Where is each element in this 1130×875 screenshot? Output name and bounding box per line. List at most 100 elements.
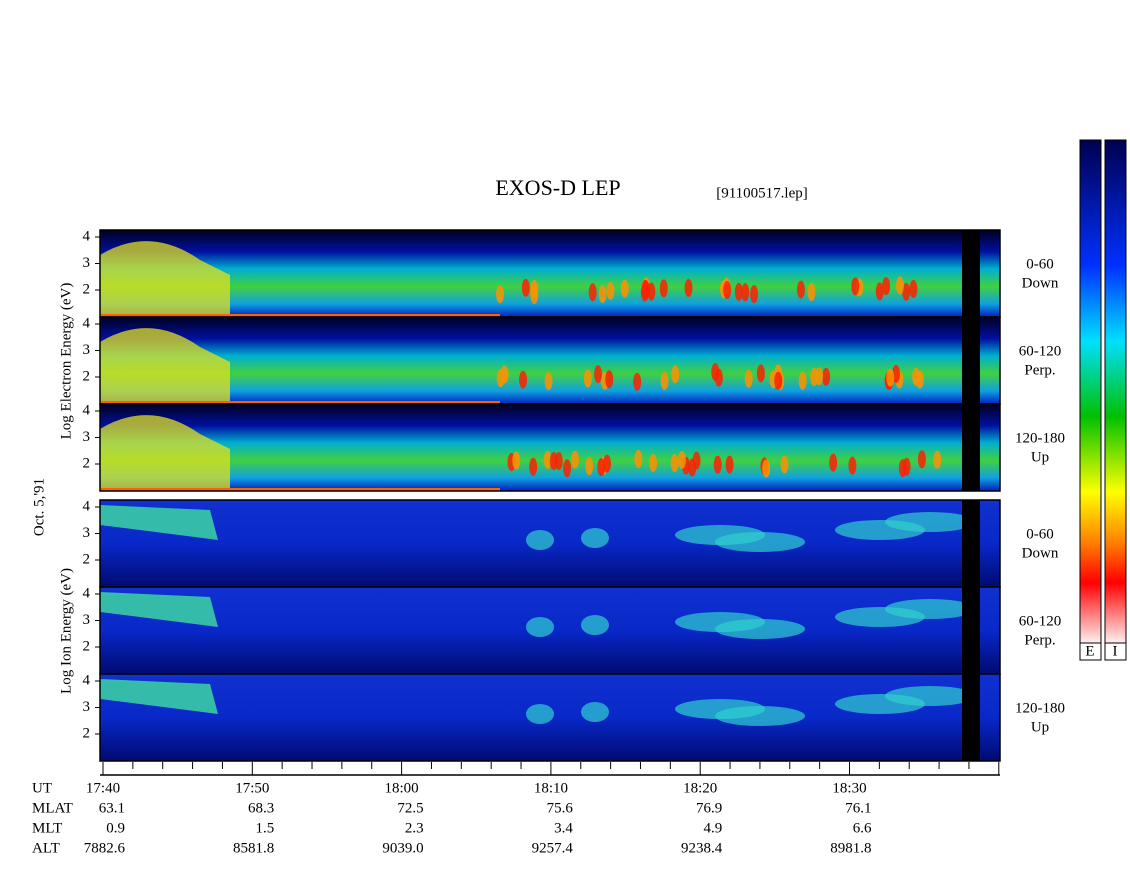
ephemeris-value: 17:40 (86, 780, 120, 796)
spectrogram-feature (902, 282, 911, 301)
ephemeris-value: 0.9 (106, 820, 125, 836)
spectrogram-feature (606, 281, 615, 300)
spectrogram-feature (875, 282, 884, 301)
spectrogram-feature (750, 285, 759, 304)
direction-label: Down (1022, 545, 1059, 561)
y-tick-label: 3 (83, 699, 91, 715)
ephemeris-value: 18:10 (534, 780, 568, 796)
spectrogram-feature (526, 704, 554, 724)
spectrogram-feature (885, 599, 975, 619)
spectrogram-feature (100, 679, 218, 714)
y-tick-label: 4 (83, 585, 91, 601)
spectrogram-feature (496, 285, 505, 304)
spectrogram-feature (649, 454, 658, 473)
data-gap (962, 587, 980, 674)
ephemeris-value: 8581.8 (233, 840, 274, 856)
spectrogram-feature (851, 277, 860, 296)
colorbar-label: I (1113, 643, 1118, 659)
spectrogram-feature (815, 367, 824, 386)
y-tick-label: 4 (83, 228, 91, 244)
spectrogram-feature (725, 455, 734, 474)
spectrogram-feature (715, 532, 805, 552)
spectrogram-feature (895, 276, 904, 295)
colorbar-label: E (1085, 643, 1094, 659)
spectrogram (100, 404, 1000, 491)
spectrogram-feature (581, 702, 609, 722)
spectrogram-feature (829, 453, 838, 472)
spectrogram-feature (100, 401, 500, 404)
spectrogram-feature (684, 278, 693, 297)
panel-frame (99, 673, 1001, 762)
spectrogram-feature (659, 279, 668, 298)
spectrogram-feature (670, 454, 679, 473)
ephemeris-value: 1.5 (256, 820, 275, 836)
angle-label: 120-180 (1015, 430, 1065, 446)
spectrogram-feature (585, 457, 594, 476)
spectrogram (100, 317, 1000, 404)
ephemeris-label: ALT (32, 840, 60, 856)
ephemeris-label: MLT (32, 820, 62, 836)
ephemeris-value: 6.6 (853, 820, 872, 836)
y-tick-label: 3 (83, 342, 91, 358)
data-gap (962, 230, 980, 317)
colorbar (1079, 139, 1102, 644)
spectrogram-feature (496, 369, 505, 388)
direction-label: Up (1031, 719, 1049, 735)
data-gap (962, 317, 980, 404)
spectrogram-feature (583, 369, 592, 388)
y-tick-label: 2 (83, 281, 91, 297)
spectrogram-feature (549, 452, 558, 471)
ephemeris-value: 7882.6 (84, 840, 126, 856)
spectrogram-feature (902, 457, 911, 476)
spectrogram-feature (822, 367, 831, 386)
y-tick-label: 2 (83, 551, 91, 567)
ephemeris-value: 3.4 (554, 820, 573, 836)
ephemeris-value: 4.9 (703, 820, 722, 836)
spectrogram-feature (605, 370, 614, 389)
spectrogram-feature (715, 706, 805, 726)
y-tick-label: 2 (83, 725, 91, 741)
direction-label: Perp. (1024, 632, 1055, 648)
spectrogram-feature (512, 451, 521, 470)
spectrogram-feature (530, 285, 539, 304)
ephemeris-value: 2.3 (405, 820, 424, 836)
ephemeris-value: 9039.0 (382, 840, 423, 856)
spectrogram-feature (100, 415, 230, 491)
spectrogram-feature (885, 686, 975, 706)
ephemeris-value: 72.5 (397, 800, 423, 816)
spectrogram-feature (521, 278, 530, 297)
y-tick-label: 4 (83, 498, 91, 514)
ephemeris-label: UT (32, 780, 52, 796)
spectrogram-feature (885, 512, 975, 532)
spectrogram-feature (634, 450, 643, 469)
spectrogram-feature (519, 370, 528, 389)
spectrogram-feature (598, 285, 607, 304)
spectrogram-feature (744, 369, 753, 388)
spectrogram-feature (848, 456, 857, 475)
spectrogram-feature (581, 528, 609, 548)
y-tick-label: 3 (83, 429, 91, 445)
direction-label: Down (1022, 275, 1059, 291)
date-label: Oct. 5,'91 (31, 478, 47, 536)
plots: 4 3 2 0-60 Down 4 3 2 60-120 Perp. 4 3 2 120-180 Up 4 3 2… (83, 228, 1065, 762)
spectrogram-feature (633, 372, 642, 391)
y-tick-label: 2 (83, 455, 91, 471)
spectrogram-feature (933, 450, 942, 469)
ephemeris-value: 17:50 (235, 780, 269, 796)
title: EXOS-D LEP (495, 175, 620, 200)
spectrogram-feature (526, 530, 554, 550)
spectrogram-feature (774, 371, 783, 390)
spectrogram-feature (734, 282, 743, 301)
spectrogram-feature (917, 450, 926, 469)
spectrogram-feature (798, 371, 807, 390)
y-tick-label: 4 (83, 672, 91, 688)
spectrogram-feature (588, 283, 597, 302)
direction-label: Perp. (1024, 362, 1055, 378)
spectrogram-feature (581, 615, 609, 635)
spectrogram-feature (660, 371, 669, 390)
angle-label: 120-180 (1015, 700, 1065, 716)
panel-frame (99, 403, 1001, 492)
ephemeris-value: 18:30 (832, 780, 866, 796)
spectrogram-feature (597, 458, 606, 477)
spectrogram-feature (912, 367, 921, 386)
